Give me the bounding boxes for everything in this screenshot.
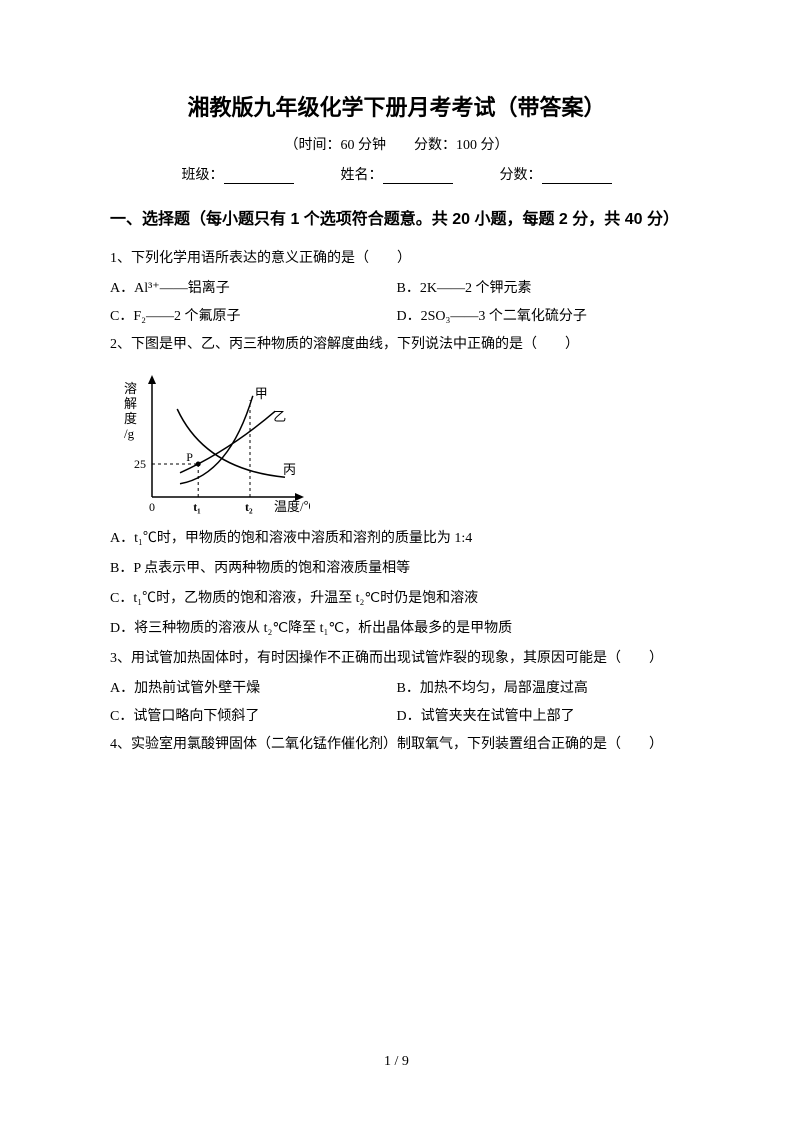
name-blank — [383, 170, 453, 184]
q2-opt-a: A．t₁℃时，甲物质的饱和溶液中溶质和溶剂的质量比为 1:4 — [110, 525, 683, 553]
svg-text:度: 度 — [124, 411, 137, 426]
svg-text:/g: /g — [124, 426, 135, 441]
svg-text:丙: 丙 — [283, 462, 296, 477]
svg-text:溶: 溶 — [124, 381, 137, 396]
solubility-chart: 溶解度/g 25 0 t₁ t₂ 温度/℃ 甲乙丙 P — [110, 367, 310, 517]
score-blank — [542, 170, 612, 184]
svg-text:25: 25 — [134, 457, 146, 471]
class-label: 班级： — [182, 168, 224, 183]
exam-meta: （时间：60 分钟 分数：100 分） — [110, 134, 683, 154]
page-title: 湘教版九年级化学下册月考考试（带答案） — [110, 90, 683, 122]
svg-text:t₁: t₁ — [193, 500, 201, 514]
q1-opt-b: B．2K——2 个钾元素 — [397, 275, 684, 303]
q3-opt-a: A．加热前试管外壁干燥 — [110, 675, 397, 703]
q3-opt-d: D．试管夹夹在试管中上部了 — [397, 703, 684, 731]
q2-stem: 2、下图是甲、乙、丙三种物质的溶解度曲线，下列说法中正确的是（ ） — [110, 331, 683, 359]
q4-stem: 4、实验室用氯酸钾固体（二氧化锰作催化剂）制取氧气，下列装置组合正确的是（ ） — [110, 731, 683, 759]
q2-opt-c: C．t₁℃时，乙物质的饱和溶液，升温至 t₂℃时仍是饱和溶液 — [110, 585, 683, 613]
q1-options-row1: A．Al³⁺——铝离子 B．2K——2 个钾元素 — [110, 275, 683, 303]
class-blank — [224, 170, 294, 184]
q3-options-row1: A．加热前试管外壁干燥 B．加热不均匀，局部温度过高 — [110, 675, 683, 703]
q1-opt-a: A．Al³⁺——铝离子 — [110, 275, 397, 303]
q1-opt-c: C．F₂——2 个氟原子 — [110, 303, 397, 331]
svg-text:甲: 甲 — [255, 386, 268, 401]
q2-opt-d: D．将三种物质的溶液从 t₂℃降至 t₁℃，析出晶体最多的是甲物质 — [110, 615, 683, 643]
q1-options-row2: C．F₂——2 个氟原子 D．2SO₃——3 个二氧化硫分子 — [110, 303, 683, 331]
student-info-line: 班级： 姓名： 分数： — [110, 164, 683, 184]
q2-opt-b: B．P 点表示甲、丙两种物质的饱和溶液质量相等 — [110, 555, 683, 583]
q1-stem: 1、下列化学用语所表达的意义正确的是（ ） — [110, 245, 683, 273]
svg-text:P: P — [186, 450, 193, 464]
page-number: 1 / 9 — [0, 1054, 793, 1070]
q1-opt-d: D．2SO₃——3 个二氧化硫分子 — [397, 303, 684, 331]
svg-text:温度/℃: 温度/℃ — [274, 499, 310, 514]
svg-text:t₂: t₂ — [245, 500, 253, 514]
section-1-header: 一、选择题（每小题只有 1 个选项符合题意。共 20 小题，每题 2 分，共 4… — [110, 202, 683, 237]
score-label: 分数： — [500, 168, 542, 183]
q3-opt-b: B．加热不均匀，局部温度过高 — [397, 675, 684, 703]
svg-text:乙: 乙 — [273, 409, 286, 424]
q3-stem: 3、用试管加热固体时，有时因操作不正确而出现试管炸裂的现象，其原因可能是（ ） — [110, 645, 683, 673]
svg-text:0: 0 — [149, 500, 155, 514]
q3-options-row2: C．试管口略向下倾斜了 D．试管夹夹在试管中上部了 — [110, 703, 683, 731]
name-label: 姓名： — [341, 168, 383, 183]
q3-opt-c: C．试管口略向下倾斜了 — [110, 703, 397, 731]
svg-text:解: 解 — [124, 396, 137, 411]
